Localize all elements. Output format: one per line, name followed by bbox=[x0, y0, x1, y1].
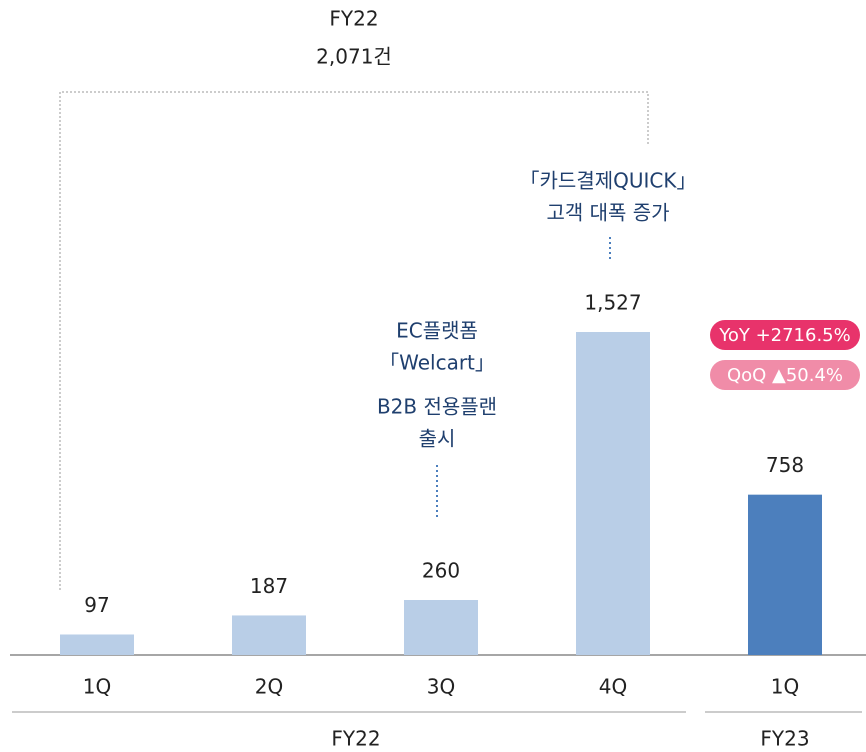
x-tick-label: 1Q bbox=[83, 675, 111, 699]
group-label: FY22 bbox=[331, 727, 380, 751]
x-tick-label: 3Q bbox=[427, 675, 455, 699]
value-label: 97 bbox=[84, 593, 109, 617]
value-label: 187 bbox=[250, 574, 288, 598]
bar bbox=[60, 634, 134, 655]
annotation: 「카드결제QUICK」 bbox=[520, 169, 697, 193]
value-label: 260 bbox=[422, 559, 460, 583]
bar bbox=[748, 494, 822, 655]
bracket-total: 2,071건 bbox=[316, 45, 392, 69]
badge-text: YoY +2716.5% bbox=[718, 325, 851, 346]
badge bbox=[710, 360, 860, 390]
bar bbox=[232, 615, 306, 655]
x-tick-label: 1Q bbox=[771, 675, 799, 699]
x-tick-label: 2Q bbox=[255, 675, 283, 699]
annotation: 고객 대폭 증가 bbox=[546, 201, 669, 225]
badge-text: QoQ ▲50.4% bbox=[727, 365, 843, 386]
group-label: FY23 bbox=[760, 727, 809, 751]
value-label: 758 bbox=[766, 453, 804, 477]
bar bbox=[576, 332, 650, 655]
annotation: 출시 bbox=[419, 427, 456, 451]
annotation: B2B 전용플랜 bbox=[377, 395, 497, 419]
badge bbox=[710, 320, 860, 350]
bar bbox=[404, 600, 478, 655]
bracket bbox=[59, 91, 649, 590]
x-tick-label: 4Q bbox=[599, 675, 627, 699]
bracket-title: FY22 bbox=[329, 7, 378, 31]
annotation: EC플랫폼 bbox=[396, 319, 478, 343]
value-label: 1,527 bbox=[584, 291, 641, 315]
annotation: 「Welcart」 bbox=[379, 351, 495, 375]
